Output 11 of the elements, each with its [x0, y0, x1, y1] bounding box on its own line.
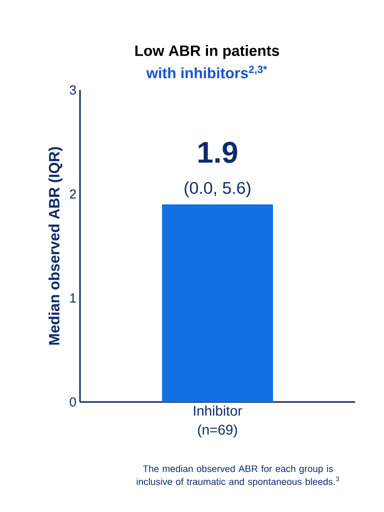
y-tick-label: 3 [70, 85, 76, 95]
text: The median observed ABR for each group is inclusive of traumatic and spontaneous bleeds.$^{3}$ [136, 465, 339, 487]
y-axis-title: Median observed ABR (IQR) [48, 147, 62, 345]
data-label: 1.9 [198, 142, 238, 163]
annotation: (0.0, 5.6) [184, 182, 250, 198]
y-tick-label: 2 [70, 189, 76, 199]
y-tick-label: 0 [70, 397, 76, 407]
chart-subtitle: with inhibitors$^{2,3*}$ [146, 66, 268, 78]
y-tick-label: 1 [70, 294, 76, 302]
x-tick-label: Inhibitor (n=69) [194, 406, 242, 438]
chart-title: Low ABR in patients [135, 45, 280, 59]
